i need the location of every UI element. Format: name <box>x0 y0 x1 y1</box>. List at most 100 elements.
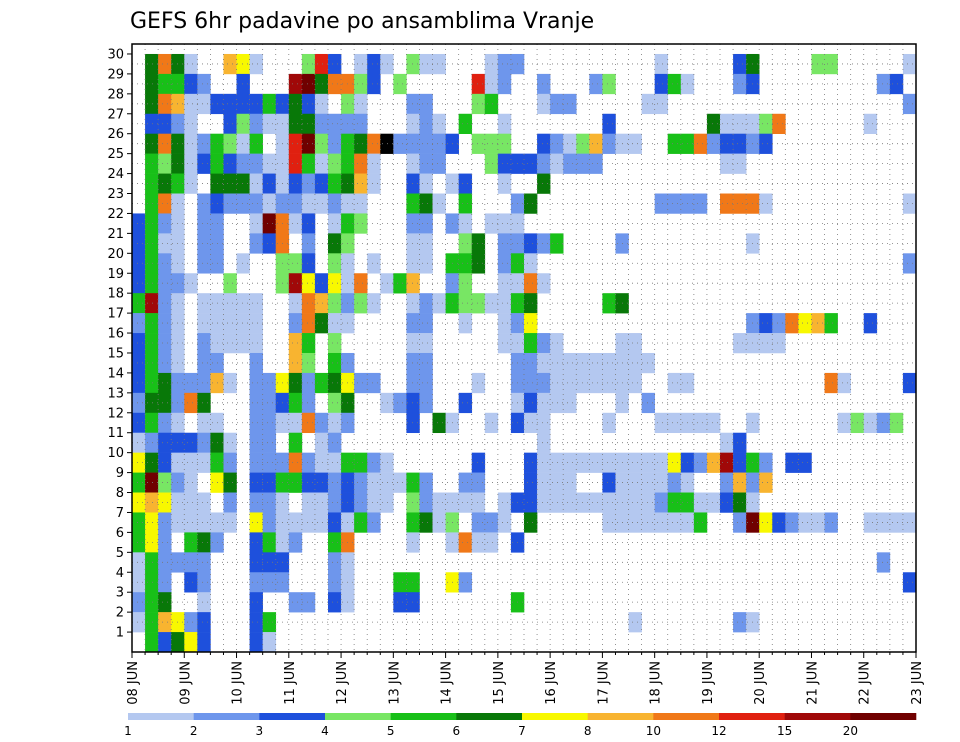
heatmap-cell <box>733 612 747 633</box>
heatmap-cell <box>406 492 420 513</box>
heatmap-cell <box>145 352 159 374</box>
heatmap-cell <box>458 193 473 214</box>
heatmap-cell <box>197 392 211 414</box>
heatmap-cell <box>484 412 499 434</box>
heatmap-cell <box>406 512 420 533</box>
heatmap-cell <box>811 313 825 334</box>
heatmap-cell <box>589 452 603 473</box>
heatmap-cell <box>471 233 486 254</box>
colorbar-label: 4 <box>321 724 329 738</box>
heatmap-cell <box>537 333 551 354</box>
heatmap-cell <box>563 93 577 115</box>
heatmap-cell <box>471 512 486 533</box>
heatmap-cell <box>354 472 368 493</box>
heatmap-cell <box>158 572 172 593</box>
heatmap-cell <box>889 512 904 533</box>
heatmap-cell <box>197 412 211 434</box>
y-tick-label: 30 <box>107 47 124 62</box>
heatmap-cell <box>654 472 669 493</box>
heatmap-cell <box>158 372 172 394</box>
heatmap-cell <box>537 73 551 95</box>
y-tick-label: 22 <box>107 207 124 222</box>
heatmap-cell <box>380 472 394 493</box>
heatmap-cell <box>328 273 342 294</box>
heatmap-cell <box>197 233 211 254</box>
heatmap-cell <box>524 333 538 354</box>
x-axis-ticks: 08 JUN 09 JUN 10 JUN 11 JUN 12 JUN 13 JUN 14 J… <box>126 652 925 705</box>
heatmap-cell <box>236 113 250 134</box>
heatmap-cell <box>667 492 682 513</box>
heatmap-cell <box>314 93 329 115</box>
heatmap-cell <box>654 73 669 95</box>
heatmap-cell <box>288 73 303 95</box>
y-tick-label: 10 <box>107 446 124 461</box>
heatmap-cell <box>537 432 551 453</box>
heatmap-cell <box>132 452 146 473</box>
heatmap-cell <box>458 472 473 493</box>
heatmap-cell <box>380 53 394 75</box>
heatmap-cell <box>524 253 538 274</box>
heatmap-cell <box>432 133 446 154</box>
heatmap-cell <box>759 333 773 354</box>
heatmap-cell <box>184 153 198 174</box>
colorbar-label: 7 <box>518 724 526 738</box>
heatmap-cell <box>902 93 917 115</box>
heatmap-cell <box>249 133 263 154</box>
heatmap-cell <box>223 53 237 75</box>
heatmap-cell <box>288 273 303 294</box>
y-tick-label: 11 <box>107 426 124 441</box>
heatmap-cell <box>354 193 368 214</box>
heatmap-cell <box>288 512 303 533</box>
heatmap-cell <box>367 253 381 274</box>
heatmap-cell <box>524 452 538 473</box>
heatmap-cell <box>563 372 577 394</box>
heatmap-cell <box>197 512 211 533</box>
heatmap-cell <box>288 532 303 553</box>
heatmap-cell <box>145 193 159 214</box>
heatmap-cell <box>432 293 446 314</box>
heatmap-cell <box>328 392 342 414</box>
heatmap-cell <box>537 392 551 414</box>
heatmap-cell <box>184 392 198 414</box>
heatmap-cell <box>197 193 211 214</box>
heatmap-cell <box>301 133 316 154</box>
heatmap-cell <box>301 233 316 254</box>
heatmap-cell <box>145 113 159 134</box>
y-tick-label: 19 <box>107 267 124 282</box>
heatmap-cell <box>471 133 486 154</box>
heatmap-cell <box>367 153 381 174</box>
heatmap-cell <box>236 333 250 354</box>
heatmap-cell <box>419 153 433 174</box>
colorbar-swatch <box>522 713 588 720</box>
y-tick-label: 27 <box>107 107 124 122</box>
heatmap-cell <box>145 432 159 453</box>
heatmap-cell <box>314 173 329 194</box>
colorbar-swatch <box>128 713 194 720</box>
heatmap-cell <box>863 512 878 533</box>
heatmap-cell <box>132 213 146 234</box>
x-tick-label: 12 JUN <box>335 661 350 705</box>
heatmap-cell <box>158 352 172 374</box>
heatmap-cell <box>314 472 329 493</box>
heatmap-cell <box>419 472 433 493</box>
heatmap-cell <box>524 412 538 434</box>
heatmap-cell <box>132 492 146 513</box>
heatmap-cell <box>145 492 159 513</box>
heatmap-cell <box>158 632 172 653</box>
x-tick-label: 15 JUN <box>492 661 507 705</box>
heatmap-cell <box>132 532 146 553</box>
heatmap-cell <box>550 333 564 354</box>
heatmap-cell <box>837 372 851 394</box>
heatmap-cell <box>537 492 551 513</box>
colorbar-label: 12 <box>711 724 726 738</box>
x-tick-label: 14 JUN <box>440 661 455 705</box>
y-tick-label: 28 <box>107 87 124 102</box>
heatmap-cell <box>628 472 642 493</box>
heatmap-cell <box>602 133 616 154</box>
heatmap-cell <box>249 153 263 174</box>
heatmap-cell <box>811 512 825 533</box>
heatmap-cell <box>471 93 486 115</box>
heatmap-cell <box>184 472 198 493</box>
heatmap-cell <box>367 53 381 75</box>
